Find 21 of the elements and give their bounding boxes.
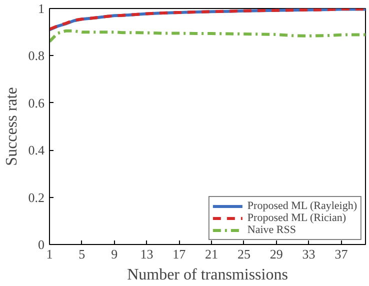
x-tick-label: 9: [111, 246, 118, 262]
legend-label: Proposed ML (Rician): [247, 212, 346, 224]
y-tick-label: 0: [38, 237, 44, 252]
y-axis-title: Success rate: [3, 87, 20, 166]
y-tick-label: 0.6: [28, 95, 45, 110]
x-tick-label: 33: [302, 246, 316, 262]
x-tick-label: 21: [205, 246, 218, 262]
x-axis-title: Number of transmissions: [127, 266, 288, 284]
x-tick-label: 5: [78, 246, 86, 262]
y-tick-label: 1: [38, 1, 44, 16]
x-tick-label: 37: [334, 246, 348, 262]
x-tick-label: 25: [237, 246, 250, 262]
x-tick-label: 29: [270, 246, 283, 262]
x-tick-label: 17: [172, 246, 186, 262]
x-tick-label: 13: [140, 246, 154, 262]
line-series: [50, 29, 366, 44]
legend-label: Proposed ML (Rayleigh): [247, 200, 357, 212]
legend-label: Naive RSS: [247, 224, 296, 236]
y-tick-label: 0.4: [28, 142, 45, 158]
y-tick-label: 0.2: [28, 190, 44, 205]
y-tick-label: 0.8: [28, 48, 44, 64]
